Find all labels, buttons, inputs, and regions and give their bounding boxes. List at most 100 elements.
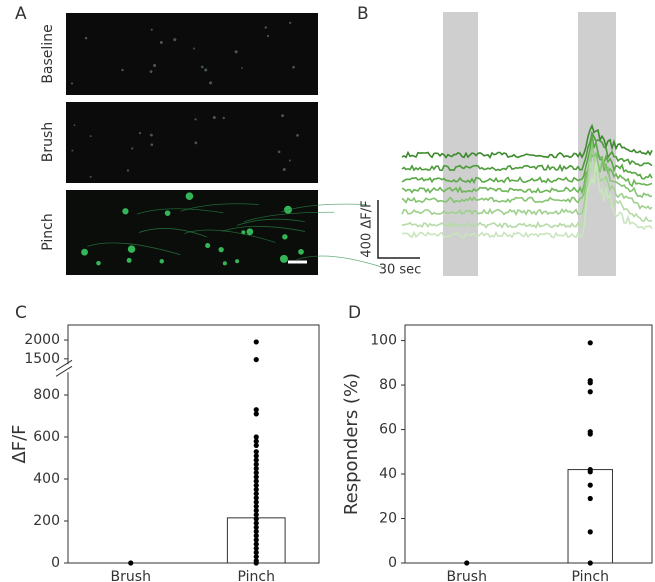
y-tick-label: 800 bbox=[33, 387, 60, 403]
neurite bbox=[138, 228, 207, 238]
point bbox=[253, 486, 259, 493]
point bbox=[253, 516, 259, 522]
cell bbox=[200, 65, 204, 69]
trace bbox=[401, 152, 653, 195]
cell bbox=[138, 132, 142, 135]
point bbox=[253, 457, 259, 463]
point bbox=[253, 411, 259, 417]
neurite bbox=[222, 225, 305, 232]
point bbox=[587, 482, 593, 488]
x-tick-label: Pinch bbox=[238, 569, 275, 582]
y-tick-label: 0 bbox=[51, 555, 60, 571]
cell bbox=[296, 134, 299, 137]
cells bbox=[70, 21, 383, 268]
cell bbox=[241, 67, 243, 69]
trace bbox=[401, 161, 653, 239]
point bbox=[253, 533, 259, 539]
point bbox=[253, 465, 259, 472]
cell bbox=[246, 228, 254, 236]
x-tick-label: Brush bbox=[447, 569, 487, 582]
neurite bbox=[236, 218, 305, 226]
point bbox=[253, 554, 259, 560]
trace bbox=[401, 147, 653, 217]
neurite bbox=[180, 203, 259, 212]
cell bbox=[126, 257, 132, 263]
y-tick-label: 600 bbox=[33, 429, 60, 445]
point bbox=[253, 356, 259, 363]
point bbox=[253, 491, 259, 497]
cell bbox=[194, 118, 197, 121]
cell bbox=[279, 254, 288, 263]
cell bbox=[173, 38, 177, 42]
cell bbox=[234, 50, 238, 54]
axis-break-mark bbox=[55, 359, 73, 371]
point bbox=[587, 469, 593, 475]
point bbox=[253, 495, 259, 501]
cell bbox=[292, 65, 295, 69]
point bbox=[587, 560, 593, 566]
scale-label: 400 ΔF/F bbox=[360, 200, 375, 257]
cell bbox=[149, 133, 153, 137]
y-tick-label: 200 bbox=[33, 513, 60, 529]
point bbox=[464, 560, 470, 566]
neurite bbox=[296, 255, 383, 268]
traces bbox=[401, 123, 653, 239]
point bbox=[253, 512, 259, 518]
point bbox=[253, 499, 259, 505]
cell bbox=[289, 21, 292, 24]
point bbox=[253, 442, 259, 448]
panel-label: C bbox=[15, 303, 27, 323]
axes-frame bbox=[67, 324, 320, 564]
cell bbox=[164, 210, 171, 216]
scale-label: 30 sec bbox=[379, 263, 422, 278]
cell bbox=[194, 141, 198, 145]
x-tick-label: Pinch bbox=[572, 569, 609, 582]
point bbox=[253, 520, 259, 526]
panel-label: A bbox=[15, 4, 27, 24]
point bbox=[253, 339, 259, 345]
cell bbox=[218, 246, 224, 253]
point bbox=[253, 449, 259, 455]
image-brush bbox=[66, 102, 318, 183]
cell bbox=[81, 248, 88, 256]
y-tick-label: 100 bbox=[370, 333, 397, 349]
point bbox=[253, 560, 259, 566]
y-tick-label: 60 bbox=[379, 422, 397, 438]
y-tick-label: 2000 bbox=[24, 332, 60, 348]
cell bbox=[212, 115, 216, 120]
axes-frame bbox=[404, 324, 653, 564]
cell bbox=[193, 47, 196, 50]
cell bbox=[159, 41, 163, 44]
point bbox=[253, 549, 259, 556]
point bbox=[253, 453, 259, 459]
cell bbox=[71, 149, 74, 152]
point bbox=[253, 503, 259, 509]
cell bbox=[73, 124, 76, 126]
cell bbox=[277, 150, 281, 154]
cell bbox=[150, 143, 154, 146]
point bbox=[253, 470, 259, 476]
row-label: Brush bbox=[40, 122, 56, 162]
cell bbox=[282, 234, 288, 240]
point bbox=[253, 474, 259, 480]
cell bbox=[264, 26, 267, 29]
cell bbox=[89, 175, 92, 178]
cell bbox=[222, 116, 225, 120]
neurite bbox=[87, 242, 181, 256]
y-tick-label: 400 bbox=[33, 471, 60, 487]
point bbox=[253, 524, 259, 530]
panel-label: B bbox=[357, 4, 369, 24]
cell bbox=[209, 81, 213, 85]
cell bbox=[266, 34, 270, 38]
cell bbox=[153, 63, 157, 68]
cell bbox=[89, 135, 92, 137]
point bbox=[253, 434, 259, 440]
y-axis-label: ΔF/F bbox=[9, 424, 30, 463]
image-baseline bbox=[66, 13, 318, 95]
cell bbox=[131, 147, 134, 150]
cell bbox=[204, 68, 208, 72]
point bbox=[253, 407, 259, 413]
cell bbox=[222, 261, 227, 266]
trace bbox=[401, 142, 653, 204]
point bbox=[253, 537, 259, 543]
